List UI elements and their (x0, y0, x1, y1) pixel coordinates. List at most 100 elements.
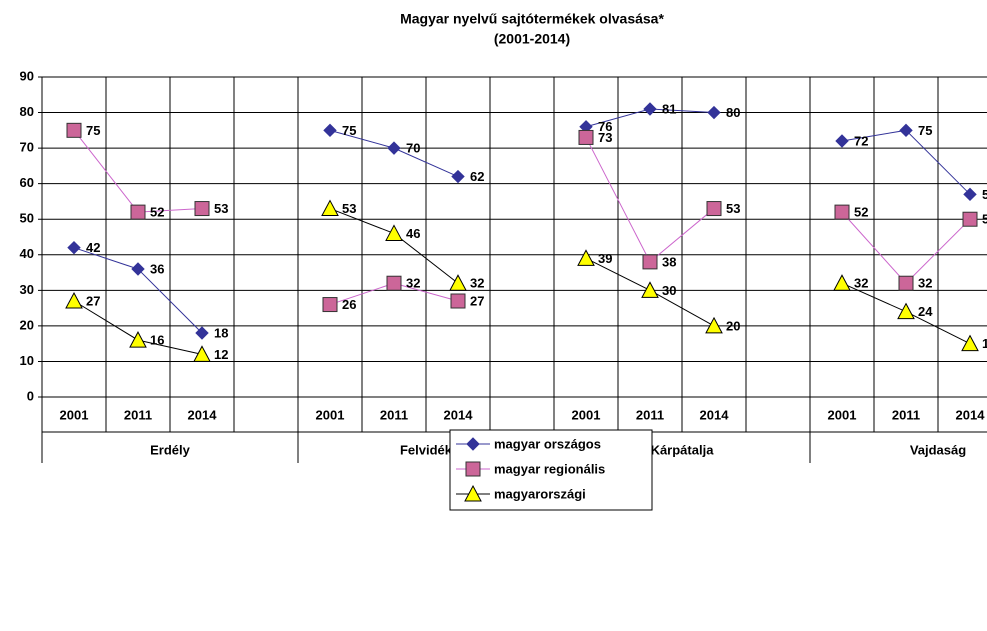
marker (643, 102, 657, 116)
marker (963, 187, 977, 202)
marker (67, 240, 81, 255)
data-label: 20 (726, 318, 740, 333)
data-label: 24 (918, 304, 933, 319)
marker (834, 204, 850, 220)
data-label: 70 (406, 141, 420, 156)
data-label: 81 (662, 101, 676, 116)
x-tick-label: 2011 (636, 407, 664, 422)
group-label: Kárpátalja (651, 442, 715, 457)
data-label: 36 (150, 261, 164, 276)
data-label: 46 (406, 226, 420, 241)
marker (962, 211, 978, 227)
marker (65, 291, 83, 309)
data-label: 32 (854, 276, 868, 291)
data-label: 52 (150, 205, 164, 220)
x-tick-label: 2001 (828, 407, 857, 422)
marker (707, 105, 721, 120)
y-tick-label: 20 (20, 317, 34, 332)
marker (578, 129, 594, 145)
data-label: 27 (86, 293, 100, 308)
data-label: 32 (918, 276, 932, 291)
marker (465, 461, 481, 477)
legend-label: magyar országos (494, 436, 601, 451)
marker (129, 331, 147, 348)
marker (450, 293, 466, 309)
marker (577, 249, 595, 266)
x-tick-label: 2011 (124, 407, 152, 422)
x-tick-label: 2011 (380, 407, 408, 422)
series-line (73, 108, 971, 334)
data-label: 80 (726, 105, 740, 120)
data-label: 72 (854, 133, 868, 148)
data-label: 53 (214, 201, 228, 216)
marker (961, 334, 979, 352)
x-tick-label: 2001 (316, 407, 345, 422)
x-tick-label: 2001 (572, 407, 601, 422)
y-tick-label: 70 (20, 140, 34, 155)
data-label: 38 (662, 254, 676, 269)
marker (449, 274, 467, 291)
marker (130, 204, 146, 220)
data-label: 75 (342, 123, 356, 138)
data-label: 18 (214, 325, 228, 340)
marker (322, 297, 338, 313)
marker (195, 326, 209, 340)
data-label: 75 (918, 123, 932, 138)
data-label: 53 (726, 201, 740, 216)
data-label: 52 (854, 205, 868, 220)
chart-subtitle: (2001-2014) (494, 31, 570, 47)
data-label: 42 (86, 240, 100, 255)
marker (706, 201, 722, 217)
marker (131, 262, 145, 276)
marker (897, 302, 915, 320)
marker (898, 275, 914, 291)
y-tick-label: 10 (20, 353, 34, 368)
marker (466, 437, 480, 451)
data-label: 12 (214, 347, 228, 362)
marker (385, 224, 403, 241)
group-label: Erdély (150, 442, 191, 457)
y-tick-label: 50 (20, 211, 34, 226)
y-tick-label: 80 (20, 104, 34, 119)
marker (464, 484, 482, 502)
y-tick-label: 40 (20, 246, 34, 261)
data-label: 32 (406, 276, 420, 291)
marker (194, 201, 210, 217)
data-label: 50 (982, 212, 987, 227)
marker (193, 345, 211, 362)
x-tick-label: 2014 (956, 407, 986, 422)
x-tick-label: 2001 (60, 407, 89, 422)
y-tick-label: 0 (27, 388, 34, 403)
marker (641, 281, 659, 298)
data-label: 76 (598, 119, 612, 134)
marker (321, 199, 339, 217)
marker (66, 122, 82, 138)
legend-box (449, 429, 653, 511)
chart-title: Magyar nyelvű sajtótermékek olvasása* (400, 11, 664, 27)
data-label: 16 (150, 333, 164, 348)
data-label: 75 (86, 123, 100, 138)
data-label: 26 (342, 297, 356, 312)
legend-label: magyarországi (494, 486, 586, 501)
data-label: 53 (342, 201, 356, 216)
data-label: 73 (598, 130, 612, 145)
group-label: Vajdaság (910, 442, 966, 457)
marker (833, 274, 851, 291)
group-label: Felvidék (400, 442, 453, 457)
data-label: 39 (598, 251, 612, 266)
legend-label: magyar regionális (494, 461, 605, 476)
y-tick-label: 90 (20, 68, 34, 83)
x-tick-label: 2014 (444, 407, 474, 422)
y-tick-label: 60 (20, 175, 34, 190)
marker (705, 316, 723, 334)
marker (386, 275, 402, 291)
x-tick-label: 2011 (892, 407, 920, 422)
data-label: 57 (982, 187, 987, 202)
data-label: 30 (662, 283, 676, 298)
marker (323, 123, 337, 138)
data-label: 62 (470, 169, 484, 184)
marker (387, 141, 401, 155)
data-label: 27 (470, 293, 484, 308)
marker (899, 123, 913, 138)
